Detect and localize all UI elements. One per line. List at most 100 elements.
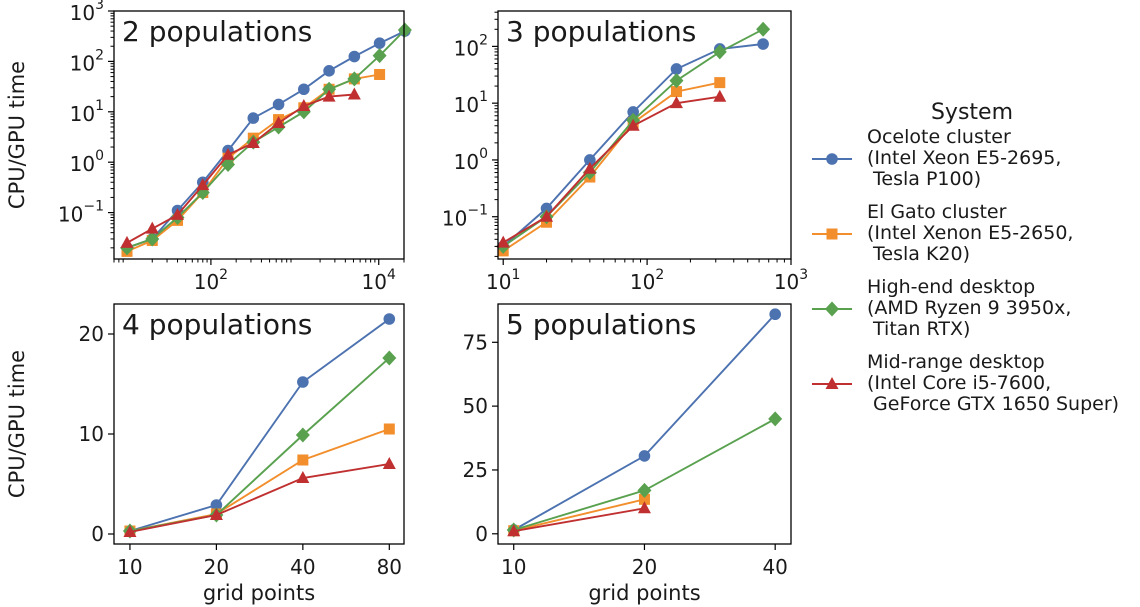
- data-point: [210, 499, 223, 511]
- data-point: [209, 508, 223, 520]
- data-point: [382, 457, 396, 469]
- data-point: [296, 471, 310, 483]
- series-line: [126, 30, 406, 249]
- x-tick-label: 101: [486, 267, 520, 294]
- series-mid-range-desktop: [496, 89, 727, 248]
- data-point: [638, 493, 650, 505]
- legend-marker: [826, 228, 838, 240]
- data-point: [638, 450, 651, 462]
- legend-entry-ocelote-cluster: Ocelote cluster(Intel Xeon E5-2695, Tesl…: [812, 126, 1061, 190]
- x-tick-label: 102: [630, 267, 664, 294]
- plot-frame: [113, 303, 405, 545]
- y-tick-label: 100: [454, 146, 488, 174]
- series-ocelote-cluster: [124, 313, 396, 537]
- y-tick-label: 0: [91, 522, 104, 546]
- data-point: [171, 207, 185, 220]
- data-point: [272, 98, 285, 111]
- panel-title: 3 populations: [506, 15, 696, 48]
- legend-label: (Intel Xenon E5-2650,: [867, 222, 1073, 244]
- series-high-end-desktop: [496, 21, 771, 254]
- data-point: [583, 161, 597, 174]
- data-point: [637, 482, 652, 498]
- plot-frame: [113, 10, 405, 260]
- x-tick-label: 20: [632, 555, 657, 579]
- x-tick-label: 10: [117, 555, 142, 579]
- series-line: [513, 498, 645, 532]
- data-point: [221, 147, 235, 160]
- legend-label: (Intel Xeon E5-2695,: [867, 147, 1061, 169]
- x-axis-label: grid points: [203, 581, 315, 605]
- legend-label: Titan RTX): [867, 318, 970, 340]
- legend-label: Tesla P100): [867, 168, 981, 190]
- data-point: [496, 235, 510, 248]
- data-point: [123, 525, 137, 537]
- data-point: [626, 118, 640, 131]
- data-point: [670, 63, 683, 75]
- series-ocelote-cluster: [497, 38, 769, 253]
- panel-4: 10 20 40 0 25 50 75 5 populations grid points: [463, 303, 792, 605]
- legend-label: (AMD Ryzen 9 3950x,: [867, 297, 1071, 319]
- data-point: [297, 99, 311, 112]
- legend-marker: [825, 301, 839, 317]
- series-el-gato-cluster: [497, 77, 726, 257]
- data-point: [247, 112, 260, 124]
- panel-1: 102 104 10−1 100 101 102 103 2 populations CPU/G…: [5, 0, 412, 294]
- data-point: [323, 65, 335, 77]
- legend-entry-el-gato-cluster: El Gato cluster(Intel Xenon E5-2650, Tes…: [812, 201, 1073, 265]
- y-tick-label: 103: [70, 0, 104, 25]
- data-point: [584, 154, 596, 166]
- data-point: [373, 37, 386, 49]
- series-line: [502, 28, 764, 248]
- series-ocelote-cluster: [121, 25, 411, 254]
- data-point: [383, 423, 395, 435]
- legend: System Ocelote cluster(Intel Xeon E5-269…: [812, 100, 1119, 415]
- y-axis-label: CPU/GPU time: [5, 61, 29, 209]
- data-point: [246, 136, 260, 149]
- x-tick-label: 10: [501, 555, 526, 579]
- data-point: [322, 81, 337, 97]
- panel-2: 101 102 103 10−1 100 101 102 3 populations: [442, 10, 808, 294]
- y-tick-label: 10−1: [442, 203, 488, 231]
- y-tick-label: 75: [463, 330, 488, 354]
- legend-marker: [825, 377, 839, 389]
- series-el-gato-cluster: [508, 493, 650, 537]
- x-tick-label: 20: [204, 555, 229, 579]
- data-point: [297, 376, 309, 388]
- data-point: [507, 524, 521, 537]
- series-line: [129, 463, 390, 533]
- data-point: [120, 235, 134, 248]
- y-tick-label: 0: [475, 522, 488, 546]
- legend-marker: [826, 153, 838, 165]
- legend-label: El Gato cluster: [867, 201, 1007, 223]
- x-axis-label: grid points: [588, 581, 700, 605]
- x-tick-label: 104: [362, 267, 396, 294]
- data-point: [145, 231, 160, 247]
- y-tick-label: 10: [79, 422, 104, 446]
- data-point: [769, 308, 781, 321]
- y-tick-label: 102: [70, 47, 104, 75]
- y-tick-label: 102: [454, 32, 488, 60]
- x-tick-label: 80: [377, 555, 402, 579]
- y-tick-label: 100: [70, 148, 104, 176]
- data-point: [221, 157, 236, 173]
- data-point: [669, 73, 684, 89]
- data-point: [757, 38, 769, 50]
- plot-frame: [497, 10, 792, 260]
- series-high-end-desktop: [119, 22, 412, 256]
- data-point: [272, 115, 286, 128]
- series-line: [502, 81, 720, 252]
- y-tick-label: 20: [79, 322, 104, 346]
- data-point: [756, 21, 771, 37]
- panel-title: 5 populations: [506, 308, 696, 341]
- y-tick-label: 50: [463, 394, 488, 418]
- data-point: [714, 77, 726, 89]
- data-point: [540, 209, 554, 222]
- series-line: [129, 318, 390, 532]
- data-point: [295, 427, 310, 443]
- y-tick-label: 25: [463, 458, 488, 482]
- y-tick-label: 101: [454, 89, 488, 117]
- legend-label: Tesla K20): [867, 243, 970, 265]
- series-line: [513, 507, 645, 533]
- legend-entry-high-end-desktop: High-end desktop(AMD Ryzen 9 3950x, Tita…: [812, 276, 1071, 340]
